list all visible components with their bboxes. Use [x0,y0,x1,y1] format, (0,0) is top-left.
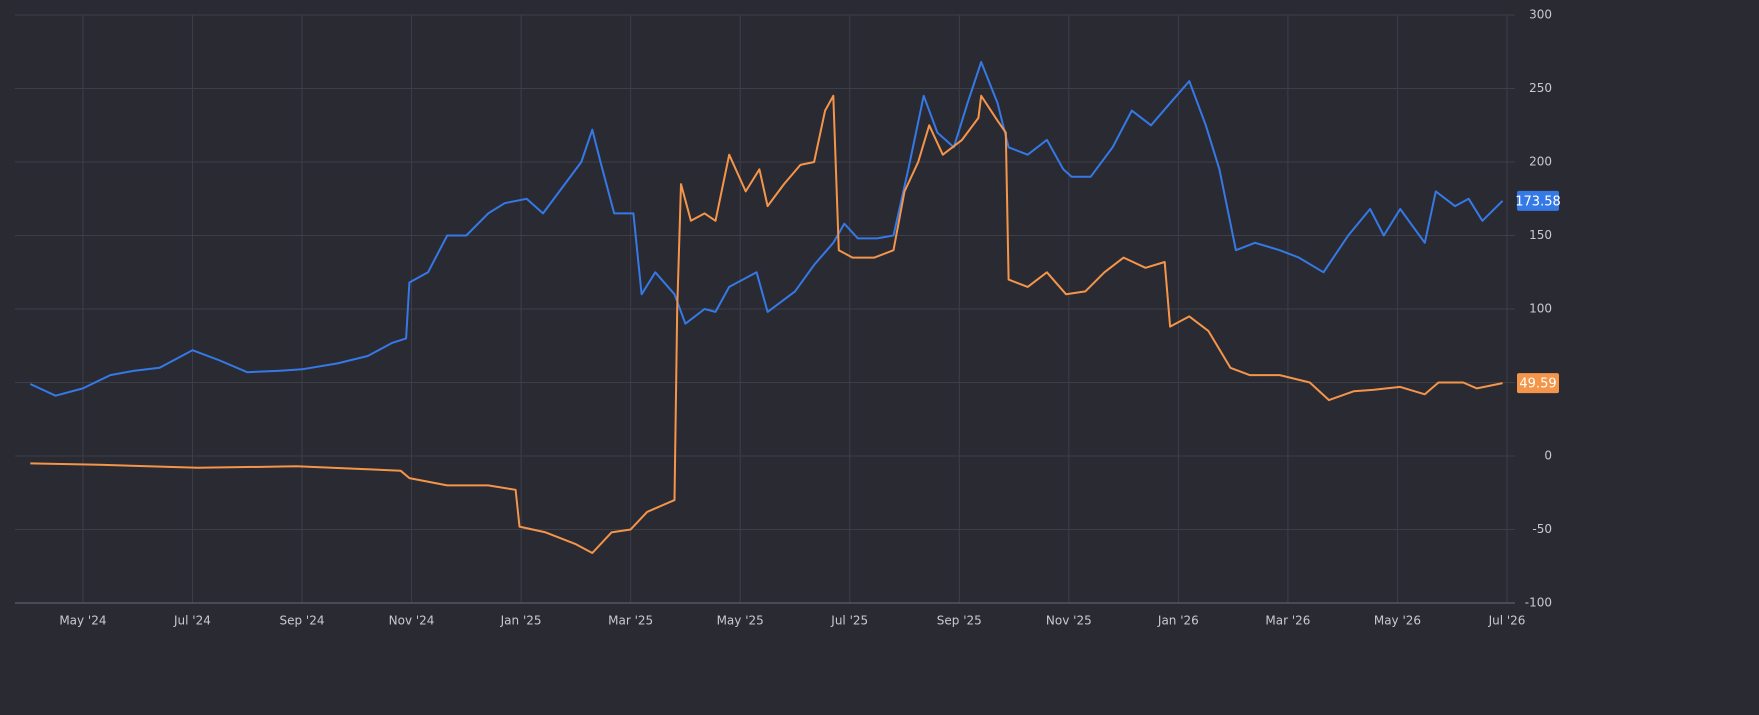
y-tick-label: 300 [1529,8,1552,22]
x-tick-label: Jul '25 [830,614,868,628]
x-tick-label: Nov '24 [389,614,435,628]
y-tick-label: -50 [1532,522,1552,536]
value-tag-label: 173.58 [1515,194,1561,209]
x-tick-label: May '24 [59,614,106,628]
x-tick-label: Nov '25 [1046,614,1092,628]
value-tag-label: 49.59 [1519,377,1556,392]
y-tick-label: 200 [1529,155,1552,169]
x-tick-label: May '26 [1374,614,1421,628]
x-tick-label: May '25 [717,614,764,628]
x-tick-label: Sep '24 [280,614,325,628]
x-tick-label: Sep '25 [937,614,982,628]
y-tick-label: 250 [1529,81,1552,95]
y-tick-label: 100 [1529,302,1552,316]
x-tick-label: Mar '26 [1265,614,1310,628]
x-tick-label: Mar '25 [608,614,653,628]
y-tick-label: 0 [1544,449,1552,463]
value-tag [1517,373,1559,394]
line [29,61,1504,397]
y-tick-label: 150 [1529,228,1552,242]
x-tick-label: Jan '25 [500,614,542,628]
value-tag [1517,190,1559,211]
line [30,94,1503,554]
y-tick-label: -100 [1525,596,1552,610]
x-tick-label: Jul '24 [173,614,211,628]
x-tick-label: Jul '26 [1488,614,1526,628]
x-tick-label: Jan '26 [1157,614,1199,628]
